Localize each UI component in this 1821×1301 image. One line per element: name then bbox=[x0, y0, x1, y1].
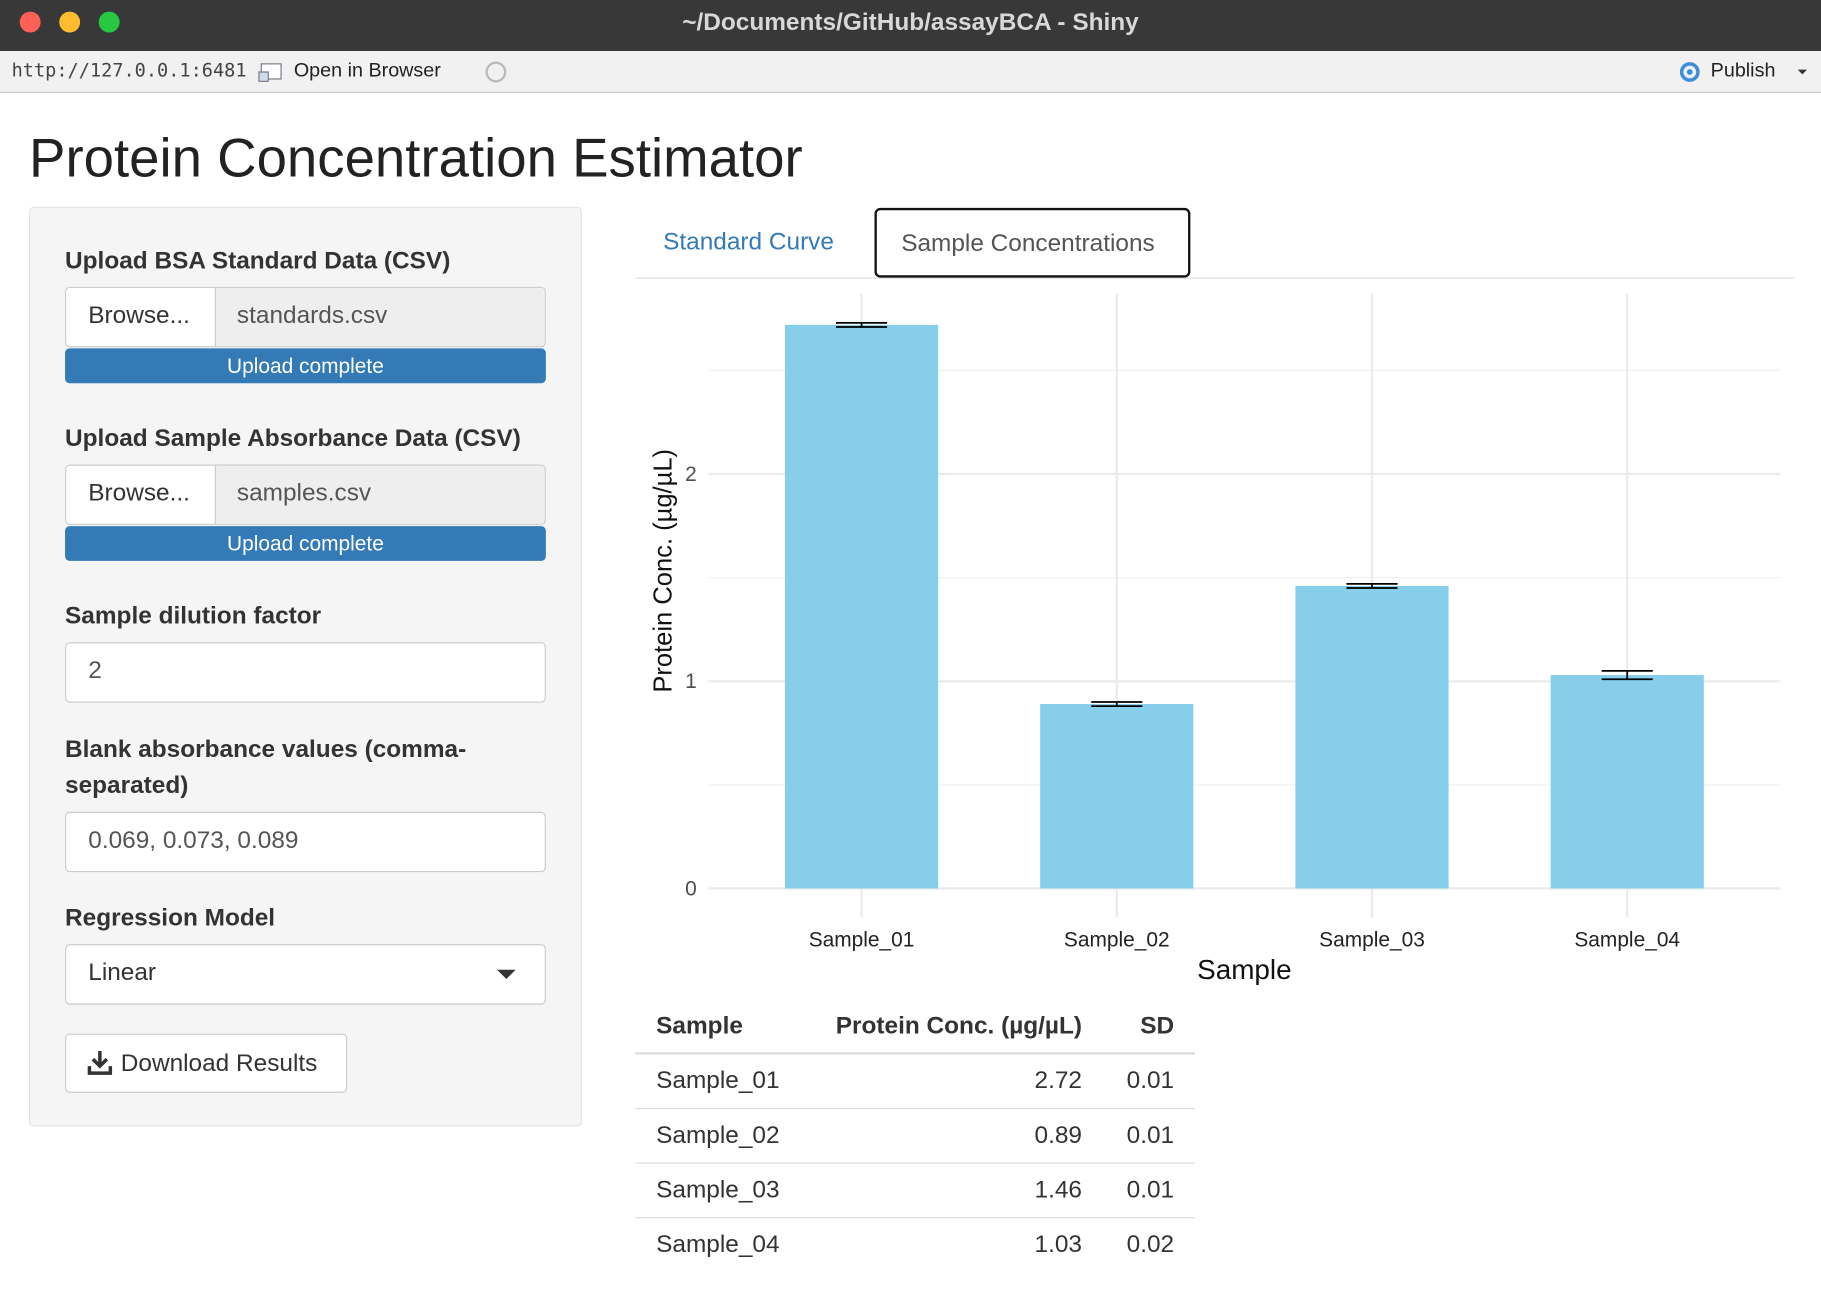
input-label: Upload Sample Absorbance Data (CSV) bbox=[65, 425, 521, 452]
table-row: Sample_04 1.03 0.02 bbox=[635, 1218, 1195, 1272]
download-icon bbox=[87, 1051, 113, 1075]
select-input[interactable]: Linear bbox=[65, 944, 546, 1005]
table-row: Sample_03 1.46 0.01 bbox=[635, 1163, 1196, 1219]
input-label: Sample dilution factor bbox=[65, 602, 322, 630]
x-tick-label: Sample_04 bbox=[1574, 929, 1680, 952]
publish-menu[interactable] bbox=[1795, 66, 1809, 78]
table-cell: 1.46 bbox=[805, 1163, 1103, 1219]
bar bbox=[1550, 675, 1704, 889]
progress-bar: Upload complete bbox=[65, 526, 546, 561]
numeric-input[interactable]: 2 bbox=[65, 642, 546, 703]
select-value: Linear bbox=[88, 959, 157, 986]
active-tab[interactable]: Sample Concentrations bbox=[874, 207, 1191, 278]
app-title: Protein Concentration Estimator bbox=[29, 126, 803, 189]
table-cell: Sample_01 bbox=[635, 1053, 806, 1110]
text-input[interactable]: 0.069, 0.073, 0.089 bbox=[65, 811, 546, 873]
error-bar bbox=[836, 321, 888, 328]
x-axis-title: Sample bbox=[1197, 954, 1291, 985]
x-tick-label: Sample_02 bbox=[1064, 929, 1170, 952]
table-cell: Sample_03 bbox=[635, 1163, 806, 1219]
minimize-button[interactable] bbox=[59, 11, 81, 33]
y-tick-label: 0 bbox=[685, 877, 697, 900]
toolbar: http://127.0.0.1:6481 Open in Browser Pu… bbox=[0, 51, 1821, 93]
button-text: Browse... bbox=[88, 301, 190, 329]
input-label: Upload BSA Standard Data (CSV) bbox=[65, 247, 451, 275]
file-name: standards.csv bbox=[216, 288, 545, 347]
table-row: Sample_02 0.89 0.01 bbox=[635, 1108, 1196, 1164]
tab[interactable]: Standard Curve bbox=[663, 228, 834, 256]
close-button[interactable] bbox=[19, 11, 41, 33]
input-value: 0.069, 0.073, 0.089 bbox=[88, 826, 299, 854]
header-cell: SD bbox=[1102, 1001, 1196, 1055]
table-cell: 0.89 bbox=[805, 1108, 1103, 1164]
button-text: Download Results bbox=[120, 1049, 318, 1077]
table-cell: 1.03 bbox=[1034, 1231, 1082, 1258]
table-header: Sample Protein Conc. (µg/µL) SD bbox=[635, 1001, 1196, 1055]
zoom-button[interactable] bbox=[98, 11, 120, 33]
table-body: Sample_01 2.72 0.01 Sample_02 0.89 0.01 Sample… bbox=[635, 1053, 1196, 1272]
file-input[interactable]: Browse... standards.csv bbox=[65, 286, 546, 348]
table-cell: Sample_04 bbox=[656, 1231, 780, 1258]
error-bar bbox=[1601, 670, 1653, 681]
y-tick-label: 1 bbox=[685, 670, 697, 693]
y-tick-label: 2 bbox=[685, 463, 697, 486]
tab-bar: Standard Curve Sample Concentrations bbox=[635, 207, 1795, 279]
sidebar: Upload BSA Standard Data (CSV) Browse...… bbox=[29, 206, 582, 1127]
bar bbox=[1295, 585, 1449, 889]
input-label: Regression Model bbox=[65, 904, 276, 932]
table-cell: 0.01 bbox=[1102, 1053, 1196, 1110]
error-bar bbox=[1346, 583, 1398, 589]
file-name-text: standards.csv bbox=[236, 301, 388, 329]
publish-icon bbox=[1679, 62, 1700, 82]
tab-text: Sample Concentrations bbox=[901, 229, 1155, 257]
results-table: Sample Protein Conc. (µg/µL) SD Sample_0… bbox=[635, 1001, 1196, 1272]
browse-button[interactable]: Browse... bbox=[66, 288, 217, 347]
url[interactable]: http://127.0.0.1:6481 bbox=[11, 59, 247, 82]
publish-button[interactable]: Publish bbox=[1710, 59, 1776, 82]
browser-icon bbox=[258, 63, 282, 82]
table-cell: Sample_02 bbox=[635, 1108, 806, 1164]
button-text: Browse... bbox=[88, 479, 190, 507]
browse-button[interactable]: Browse... bbox=[66, 465, 217, 524]
input-label: Blank absorbance values (comma-separated… bbox=[65, 736, 467, 800]
progress-bar: Upload complete bbox=[65, 348, 546, 384]
y-axis-title: Protein Conc. (µg/µL) bbox=[649, 449, 677, 693]
title-bar: ~/Documents/GitHub/assayBCA - Shiny bbox=[0, 0, 1821, 52]
bar-chart: 0 1 2 Sample_01 Sample_02 Sample_03 Sample_04 S… bbox=[649, 293, 1781, 985]
dropdown-caret bbox=[497, 969, 516, 980]
table-cell: 0.01 bbox=[1102, 1108, 1196, 1164]
table-cell: 0.02 bbox=[1126, 1231, 1175, 1258]
file-name: samples.csv bbox=[216, 465, 545, 524]
refresh-icon[interactable] bbox=[483, 59, 509, 85]
x-tick-label: Sample_01 bbox=[809, 929, 915, 952]
bar bbox=[1040, 704, 1194, 889]
bar bbox=[784, 324, 939, 889]
download-button[interactable]: Download Results bbox=[65, 1033, 348, 1093]
open-in-browser[interactable]: Open in Browser bbox=[293, 59, 441, 82]
header-cell: Sample bbox=[635, 1001, 806, 1055]
header-cell: Protein Conc. (µg/µL) bbox=[805, 1001, 1103, 1055]
window-title: ~/Documents/GitHub/assayBCA - Shiny bbox=[682, 9, 1139, 37]
error-bar bbox=[1091, 701, 1143, 708]
input-value: 2 bbox=[88, 657, 102, 685]
table-cell: 0.01 bbox=[1102, 1163, 1196, 1219]
x-tick-label: Sample_03 bbox=[1319, 929, 1425, 952]
file-name-text: samples.csv bbox=[236, 479, 372, 507]
table-cell: 2.72 bbox=[805, 1053, 1103, 1110]
file-input[interactable]: Browse... samples.csv bbox=[65, 464, 546, 525]
table-row: Sample_01 2.72 0.01 bbox=[635, 1053, 1196, 1110]
